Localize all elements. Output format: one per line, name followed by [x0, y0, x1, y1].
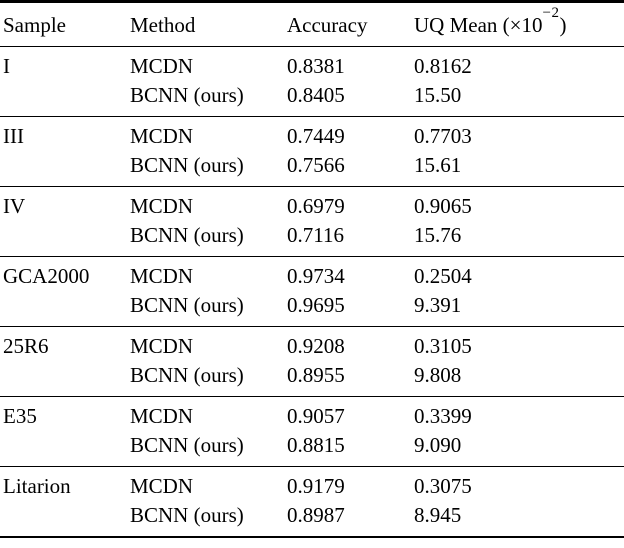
uq-mean-cell: 0.7703 [414, 124, 472, 148]
uq-mean-cell: 15.61 [414, 153, 462, 177]
sample-group-III: III MCDN 0.7449 0.7703 BCNN (ours) 0.756… [0, 116, 624, 187]
uq-mean-cell: 0.2504 [414, 264, 472, 288]
table-row: BCNN (ours) 0.8815 9.090 [0, 431, 624, 467]
sample-group-I: I MCDN 0.8381 0.8162 BCNN (ours) 0.8405 … [0, 47, 624, 117]
table-header: Sample Method Accuracy UQ Mean (×10−2) [0, 2, 624, 47]
col-header-method: Method [130, 13, 196, 37]
method-cell: MCDN [130, 194, 194, 218]
accuracy-cell: 0.9208 [287, 334, 345, 358]
table-row: BCNN (ours) 0.8955 9.808 [0, 361, 624, 397]
method-cell: MCDN [130, 334, 194, 358]
uq-mean-cell: 15.76 [414, 223, 462, 247]
accuracy-cell: 0.9057 [287, 404, 345, 428]
uq-mean-cell: 0.9065 [414, 194, 472, 218]
uq-mean-cell: 0.3399 [414, 404, 472, 428]
method-cell: BCNN (ours) [130, 433, 244, 457]
uq-mean-label-suffix: ) [559, 13, 567, 37]
sample-group-25R6: 25R6 MCDN 0.9208 0.3105 BCNN (ours) 0.89… [0, 326, 624, 397]
table-row: 25R6 MCDN 0.9208 0.3105 [0, 327, 624, 362]
accuracy-cell: 0.9695 [287, 293, 345, 317]
table-row: III MCDN 0.7449 0.7703 [0, 117, 624, 152]
sample-cell: E35 [3, 404, 37, 428]
sample-group-E35: E35 MCDN 0.9057 0.3399 BCNN (ours) 0.881… [0, 396, 624, 467]
sample-group-IV: IV MCDN 0.6979 0.9065 BCNN (ours) 0.7116… [0, 186, 624, 257]
accuracy-cell: 0.9179 [287, 474, 345, 498]
method-cell: MCDN [130, 474, 194, 498]
sample-cell: IV [3, 194, 26, 218]
accuracy-cell: 0.7566 [287, 153, 345, 177]
table-row: BCNN (ours) 0.8987 8.945 [0, 501, 624, 537]
col-header-sample: Sample [3, 13, 66, 37]
sample-group-Litarion: Litarion MCDN 0.9179 0.3075 BCNN (ours) … [0, 466, 624, 538]
method-cell: MCDN [130, 124, 194, 148]
uq-mean-label-prefix: UQ Mean (×10 [414, 13, 543, 37]
uq-mean-cell: 0.8162 [414, 54, 472, 78]
method-cell: MCDN [130, 54, 194, 78]
uq-mean-cell: 9.808 [414, 363, 462, 387]
uq-mean-cell: 0.3075 [414, 474, 472, 498]
col-header-accuracy: Accuracy [287, 13, 368, 37]
table-row: E35 MCDN 0.9057 0.3399 [0, 397, 624, 432]
uq-mean-cell: 8.945 [414, 503, 462, 527]
sample-cell: III [3, 124, 24, 148]
accuracy-cell: 0.6979 [287, 194, 345, 218]
method-cell: BCNN (ours) [130, 503, 244, 527]
method-cell: MCDN [130, 264, 194, 288]
table-row: BCNN (ours) 0.9695 9.391 [0, 291, 624, 327]
table-row: IV MCDN 0.6979 0.9065 [0, 187, 624, 222]
accuracy-cell: 0.8381 [287, 54, 345, 78]
method-cell: BCNN (ours) [130, 223, 244, 247]
header-row: Sample Method Accuracy UQ Mean (×10−2) [0, 2, 624, 47]
method-cell: MCDN [130, 404, 194, 428]
col-header-uq-mean: UQ Mean (×10−2) [414, 2, 624, 47]
method-cell: BCNN (ours) [130, 363, 244, 387]
table-row: I MCDN 0.8381 0.8162 [0, 47, 624, 82]
accuracy-cell: 0.8815 [287, 433, 345, 457]
sample-cell: I [3, 54, 10, 78]
sample-group-GCA2000: GCA2000 MCDN 0.9734 0.2504 BCNN (ours) 0… [0, 256, 624, 327]
accuracy-cell: 0.8955 [287, 363, 345, 387]
uq-mean-cell: 0.3105 [414, 334, 472, 358]
sample-cell: 25R6 [3, 334, 49, 358]
method-cell: BCNN (ours) [130, 83, 244, 107]
accuracy-cell: 0.8987 [287, 503, 345, 527]
table-row: GCA2000 MCDN 0.9734 0.2504 [0, 257, 624, 292]
table-row: BCNN (ours) 0.7566 15.61 [0, 151, 624, 187]
table-row: BCNN (ours) 0.7116 15.76 [0, 221, 624, 257]
method-cell: BCNN (ours) [130, 293, 244, 317]
sample-cell: Litarion [3, 474, 71, 498]
uq-mean-exponent: −2 [542, 5, 560, 21]
accuracy-cell: 0.7449 [287, 124, 345, 148]
accuracy-cell: 0.7116 [287, 223, 344, 247]
accuracy-cell: 0.9734 [287, 264, 345, 288]
sample-cell: GCA2000 [3, 264, 90, 288]
method-cell: BCNN (ours) [130, 153, 244, 177]
table-row: Litarion MCDN 0.9179 0.3075 [0, 467, 624, 502]
accuracy-cell: 0.8405 [287, 83, 345, 107]
table-row: BCNN (ours) 0.8405 15.50 [0, 81, 624, 117]
uq-mean-cell: 9.090 [414, 433, 462, 457]
uq-mean-cell: 15.50 [414, 83, 462, 107]
uq-mean-cell: 9.391 [414, 293, 462, 317]
